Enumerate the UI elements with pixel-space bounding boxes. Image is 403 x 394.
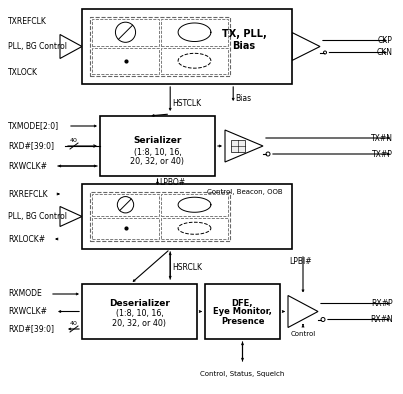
Text: 20, 32, or 40): 20, 32, or 40) bbox=[112, 319, 166, 328]
Text: RXWCLK#: RXWCLK# bbox=[8, 307, 47, 316]
FancyBboxPatch shape bbox=[92, 194, 159, 216]
Text: RXMODE: RXMODE bbox=[8, 290, 42, 299]
Text: RXD#[39:0]: RXD#[39:0] bbox=[8, 141, 54, 151]
Text: RXLOCK#: RXLOCK# bbox=[8, 234, 45, 243]
FancyBboxPatch shape bbox=[82, 184, 292, 249]
FancyBboxPatch shape bbox=[161, 19, 228, 45]
FancyBboxPatch shape bbox=[205, 284, 280, 339]
Text: TX#P: TX#P bbox=[372, 149, 393, 158]
Text: TXMODE[2:0]: TXMODE[2:0] bbox=[8, 121, 59, 130]
Text: TXLOCK: TXLOCK bbox=[8, 67, 38, 76]
Text: CKN: CKN bbox=[377, 48, 393, 57]
Text: RXREFCLK: RXREFCLK bbox=[8, 190, 48, 199]
Text: TX#N: TX#N bbox=[371, 134, 393, 143]
FancyBboxPatch shape bbox=[92, 19, 159, 45]
FancyBboxPatch shape bbox=[161, 194, 228, 216]
Text: PLL, BG Control: PLL, BG Control bbox=[8, 212, 67, 221]
Text: (1:8, 10, 16,: (1:8, 10, 16, bbox=[116, 309, 163, 318]
Text: Control, Beacon, OOB: Control, Beacon, OOB bbox=[207, 189, 283, 195]
Text: RX#P: RX#P bbox=[372, 299, 393, 308]
Text: Control, Status, Squelch: Control, Status, Squelch bbox=[200, 371, 285, 377]
FancyBboxPatch shape bbox=[90, 17, 230, 76]
Text: LPBI#: LPBI# bbox=[290, 257, 312, 266]
Text: HSRCLK: HSRCLK bbox=[172, 264, 202, 273]
Text: RX#N: RX#N bbox=[370, 315, 393, 324]
FancyBboxPatch shape bbox=[82, 9, 292, 84]
Text: Bias: Bias bbox=[235, 93, 251, 102]
FancyBboxPatch shape bbox=[161, 48, 228, 74]
FancyBboxPatch shape bbox=[161, 217, 228, 239]
FancyBboxPatch shape bbox=[82, 284, 197, 339]
Text: PLL, BG Control: PLL, BG Control bbox=[8, 42, 67, 51]
Text: 40: 40 bbox=[70, 138, 78, 143]
FancyBboxPatch shape bbox=[92, 48, 159, 74]
FancyBboxPatch shape bbox=[231, 140, 245, 152]
Text: Presence: Presence bbox=[221, 317, 264, 326]
FancyBboxPatch shape bbox=[92, 217, 159, 239]
Text: (1:8, 10, 16,: (1:8, 10, 16, bbox=[134, 147, 181, 156]
Text: 20, 32, or 40): 20, 32, or 40) bbox=[131, 156, 185, 165]
Text: TX, PLL,
Bias: TX, PLL, Bias bbox=[222, 29, 266, 50]
Text: LPBO#: LPBO# bbox=[160, 178, 186, 186]
FancyBboxPatch shape bbox=[100, 116, 215, 176]
Text: RXWCLK#: RXWCLK# bbox=[8, 162, 47, 171]
FancyBboxPatch shape bbox=[90, 192, 230, 241]
Text: RXD#[39:0]: RXD#[39:0] bbox=[8, 325, 54, 333]
Text: Control: Control bbox=[291, 331, 316, 336]
Text: Serializer: Serializer bbox=[133, 136, 182, 145]
Text: DFE,: DFE, bbox=[232, 299, 253, 308]
Text: Eye Monitor,: Eye Monitor, bbox=[213, 307, 272, 316]
Text: CKP: CKP bbox=[378, 36, 393, 45]
Text: 40: 40 bbox=[70, 321, 78, 326]
Text: Deserializer: Deserializer bbox=[109, 299, 170, 308]
Text: TXREFCLK: TXREFCLK bbox=[8, 17, 47, 26]
Text: HSTCLK: HSTCLK bbox=[172, 98, 202, 108]
